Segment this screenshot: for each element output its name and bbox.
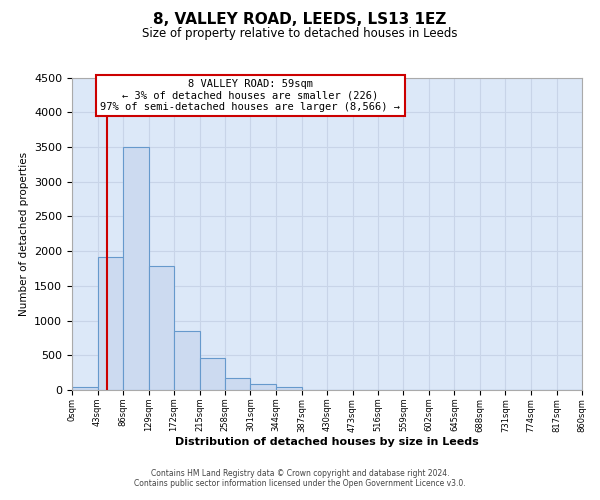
Bar (276, 387, 302, 390)
Bar (149, 266, 174, 390)
Text: 8 VALLEY ROAD: 59sqm
← 3% of detached houses are smaller (226)
97% of semi-detac: 8 VALLEY ROAD: 59sqm ← 3% of detached ho… (101, 79, 401, 112)
Bar (97, 256, 123, 390)
Text: Contains public sector information licensed under the Open Government Licence v3: Contains public sector information licen… (134, 479, 466, 488)
Text: Contains HM Land Registry data © Crown copyright and database right 2024.: Contains HM Land Registry data © Crown c… (151, 469, 449, 478)
Bar (123, 147, 149, 390)
Bar (251, 384, 276, 390)
Y-axis label: Number of detached properties: Number of detached properties (19, 152, 29, 316)
Bar (174, 331, 199, 390)
X-axis label: Distribution of detached houses by size in Leeds: Distribution of detached houses by size … (175, 437, 479, 447)
Text: 8, VALLEY ROAD, LEEDS, LS13 1EZ: 8, VALLEY ROAD, LEEDS, LS13 1EZ (154, 12, 446, 28)
Bar (199, 358, 225, 390)
Text: Size of property relative to detached houses in Leeds: Size of property relative to detached ho… (142, 28, 458, 40)
Bar (72, 386, 97, 390)
Bar (225, 378, 251, 390)
